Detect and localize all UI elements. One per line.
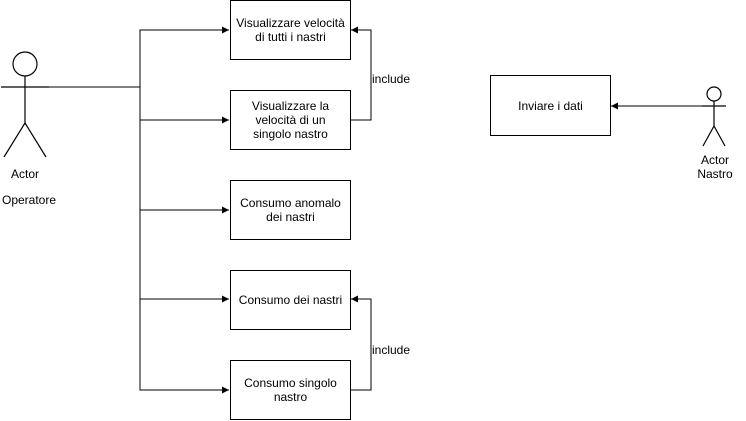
- actor-nastro-label-type: Actor: [700, 153, 730, 167]
- actor-operatore-figure: [1, 51, 49, 158]
- usecase-consumo-singolo[interactable]: Consumo singolo nastro: [230, 360, 351, 420]
- include-label-bottom: include: [372, 343, 411, 357]
- actor-operatore-label-name: Operatore: [1, 193, 57, 207]
- operatore-associations: [49, 26, 229, 394]
- include-label-top: include: [372, 72, 411, 86]
- actor-nastro-label-name: Nastro: [697, 167, 733, 181]
- usecase-consumo-nastri[interactable]: Consumo dei nastri: [230, 270, 351, 330]
- usecase-inviare-dati[interactable]: Inviare i dati: [490, 75, 611, 136]
- include-edge-top: [350, 26, 372, 121]
- usecase-velocita-tutti[interactable]: Visualizzare velocità di tutti i nastri: [230, 0, 351, 60]
- actor-nastro-figure: [702, 86, 726, 147]
- include-edge-bottom: [350, 295, 372, 391]
- usecase-velocita-singolo[interactable]: Visualizzare la velocità di un singolo n…: [230, 90, 351, 150]
- actor-operatore-label-type: Actor: [10, 167, 40, 181]
- usecase-consumo-anomalo[interactable]: Consumo anomalo dei nastri: [230, 180, 351, 240]
